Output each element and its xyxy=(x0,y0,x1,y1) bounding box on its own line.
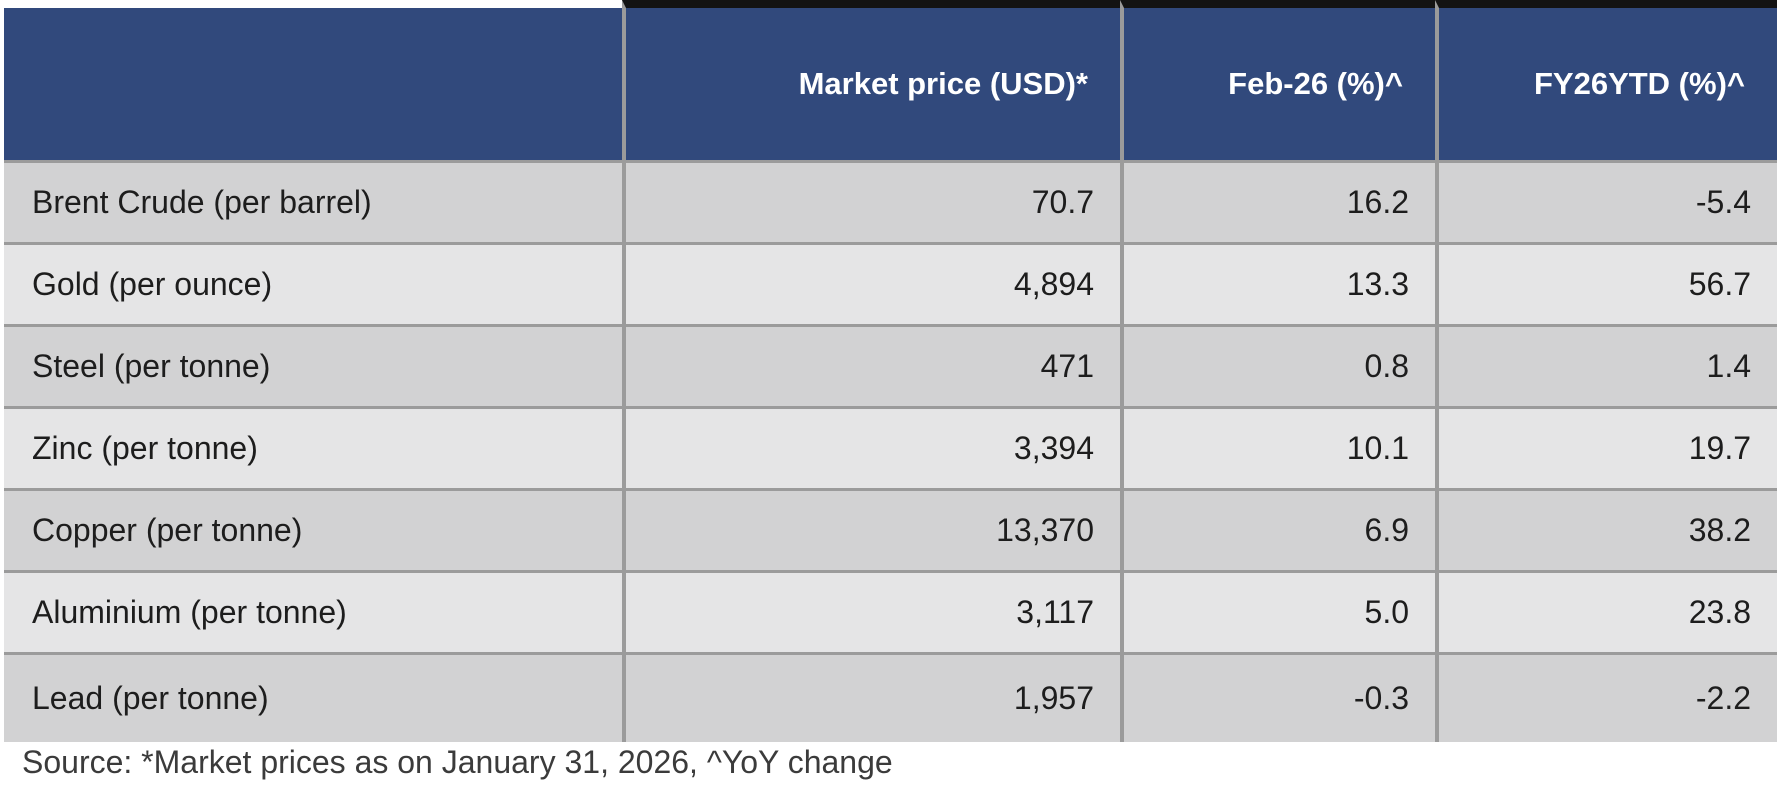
cell-feb26: 5.0 xyxy=(1120,570,1435,652)
cell-market-price: 13,370 xyxy=(622,488,1120,570)
cell-fy26ytd: 38.2 xyxy=(1435,488,1777,570)
row-label: Brent Crude (per barrel) xyxy=(4,160,622,242)
cell-fy26ytd: 56.7 xyxy=(1435,242,1777,324)
cell-market-price: 4,894 xyxy=(622,242,1120,324)
table-row-gold: Gold (per ounce) 4,894 13.3 56.7 xyxy=(4,242,1777,324)
cell-market-price: 3,394 xyxy=(622,406,1120,488)
cell-market-price: 70.7 xyxy=(622,160,1120,242)
cell-feb26: 16.2 xyxy=(1120,160,1435,242)
cell-feb26: 0.8 xyxy=(1120,324,1435,406)
table-row-lead: Lead (per tonne) 1,957 -0.3 -2.2 xyxy=(4,652,1777,742)
column-header-market-price: Market price (USD)* xyxy=(622,0,1120,160)
table-row-brent-crude: Brent Crude (per barrel) 70.7 16.2 -5.4 xyxy=(4,160,1777,242)
cell-feb26: 10.1 xyxy=(1120,406,1435,488)
cell-feb26: 13.3 xyxy=(1120,242,1435,324)
column-header-feb26: Feb-26 (%)^ xyxy=(1120,0,1435,160)
cell-feb26: -0.3 xyxy=(1120,652,1435,742)
row-label: Lead (per tonne) xyxy=(4,652,622,742)
cell-market-price: 1,957 xyxy=(622,652,1120,742)
cell-fy26ytd: -2.2 xyxy=(1435,652,1777,742)
table-row-aluminium: Aluminium (per tonne) 3,117 5.0 23.8 xyxy=(4,570,1777,652)
row-label: Gold (per ounce) xyxy=(4,242,622,324)
row-label: Aluminium (per tonne) xyxy=(4,570,622,652)
cell-market-price: 3,117 xyxy=(622,570,1120,652)
table-row-zinc: Zinc (per tonne) 3,394 10.1 19.7 xyxy=(4,406,1777,488)
cell-fy26ytd: 19.7 xyxy=(1435,406,1777,488)
source-footnote: Source: *Market prices as on January 31,… xyxy=(22,744,893,780)
row-label: Copper (per tonne) xyxy=(4,488,622,570)
row-label: Zinc (per tonne) xyxy=(4,406,622,488)
commodity-price-table: Market price (USD)* Feb-26 (%)^ FY26YTD … xyxy=(4,0,1777,742)
cell-fy26ytd: -5.4 xyxy=(1435,160,1777,242)
table-row-steel: Steel (per tonne) 471 0.8 1.4 xyxy=(4,324,1777,406)
table-row-copper: Copper (per tonne) 13,370 6.9 38.2 xyxy=(4,488,1777,570)
header-row: Market price (USD)* Feb-26 (%)^ FY26YTD … xyxy=(4,0,1777,160)
table-header: Market price (USD)* Feb-26 (%)^ FY26YTD … xyxy=(4,0,1777,160)
cell-fy26ytd: 23.8 xyxy=(1435,570,1777,652)
table-body: Brent Crude (per barrel) 70.7 16.2 -5.4 … xyxy=(4,160,1777,742)
cell-fy26ytd: 1.4 xyxy=(1435,324,1777,406)
column-header-fy26ytd: FY26YTD (%)^ xyxy=(1435,0,1777,160)
cell-market-price: 471 xyxy=(622,324,1120,406)
cell-feb26: 6.9 xyxy=(1120,488,1435,570)
row-label: Steel (per tonne) xyxy=(4,324,622,406)
column-header-blank xyxy=(4,0,622,160)
